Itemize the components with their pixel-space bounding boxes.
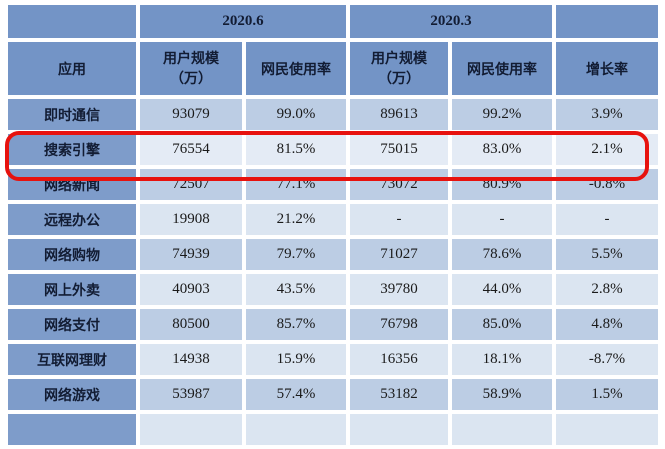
cell-user-scale-2020-6: 72507: [140, 169, 242, 200]
user-scale-label-line1: 用户规模: [163, 49, 219, 66]
cell-usage-rate-2020-3: 18.1%: [452, 344, 552, 375]
header-period-row: 2020.6 2020.3: [8, 5, 658, 38]
table-row: 网络支付 80500 85.7% 76798 85.0% 4.8%: [8, 309, 658, 340]
cell-user-scale-2020-3: 53182: [350, 379, 448, 410]
cell-growth-rate: 2.1%: [556, 134, 658, 165]
cell-usage-rate-2020-3: 99.2%: [452, 99, 552, 130]
cell-user-scale-2020-3: 71027: [350, 239, 448, 270]
cell-usage-rate-2020-3: 78.6%: [452, 239, 552, 270]
cell-usage-rate-2020-6: 79.7%: [246, 239, 346, 270]
row-label: 即时通信: [8, 99, 136, 130]
cell-user-scale-2020-6: [140, 414, 242, 445]
cell-user-scale-2020-6: 14938: [140, 344, 242, 375]
cell-growth-rate: 1.5%: [556, 379, 658, 410]
cell-usage-rate-2020-6: 99.0%: [246, 99, 346, 130]
cell-user-scale-2020-6: 80500: [140, 309, 242, 340]
header-columns-row: 应用 用户规模 （万） 网民使用率 用户规模 （万） 网民使用率 增长率: [8, 42, 658, 95]
cell-user-scale-2020-3: 75015: [350, 134, 448, 165]
row-label: 搜索引擎: [8, 134, 136, 165]
cell-growth-rate: -: [556, 204, 658, 235]
cell-user-scale-2020-3: -: [350, 204, 448, 235]
row-label: 网络游戏: [8, 379, 136, 410]
column-header-user-scale-1: 用户规模 （万）: [140, 42, 242, 95]
cell-usage-rate-2020-6: 21.2%: [246, 204, 346, 235]
user-scale-label-line1: 用户规模: [371, 49, 427, 66]
cell-user-scale-2020-3: 76798: [350, 309, 448, 340]
cell-usage-rate-2020-6: 43.5%: [246, 274, 346, 305]
header-app-spacer-cell: [8, 5, 136, 38]
table-row: 网络购物 74939 79.7% 71027 78.6% 5.5%: [8, 239, 658, 270]
table-row-partial: [8, 414, 658, 445]
cell-usage-rate-2020-6: 81.5%: [246, 134, 346, 165]
table-row: 网络游戏 53987 57.4% 53182 58.9% 1.5%: [8, 379, 658, 410]
cell-user-scale-2020-3: 73072: [350, 169, 448, 200]
row-label: 网络支付: [8, 309, 136, 340]
user-scale-label-line2: （万）: [378, 69, 420, 86]
table-header: 2020.6 2020.3 应用 用户规模 （万） 网民使用率 用户规模 （万）…: [8, 5, 658, 95]
cell-usage-rate-2020-6: 57.4%: [246, 379, 346, 410]
cell-usage-rate-2020-3: 85.0%: [452, 309, 552, 340]
cell-user-scale-2020-6: 93079: [140, 99, 242, 130]
cell-growth-rate: 4.8%: [556, 309, 658, 340]
cell-usage-rate-2020-3: 80.9%: [452, 169, 552, 200]
cell-usage-rate-2020-6: 85.7%: [246, 309, 346, 340]
table-row: 远程办公 19908 21.2% - - -: [8, 204, 658, 235]
cell-growth-rate: 3.9%: [556, 99, 658, 130]
user-scale-label-line2: （万）: [170, 69, 212, 86]
cell-user-scale-2020-6: 53987: [140, 379, 242, 410]
cell-usage-rate-2020-3: 44.0%: [452, 274, 552, 305]
cell-user-scale-2020-3: 89613: [350, 99, 448, 130]
row-label: 网上外卖: [8, 274, 136, 305]
row-label: 远程办公: [8, 204, 136, 235]
row-label: [8, 414, 136, 445]
table-row: 网上外卖 40903 43.5% 39780 44.0% 2.8%: [8, 274, 658, 305]
cell-usage-rate-2020-3: 58.9%: [452, 379, 552, 410]
cell-usage-rate-2020-3: [452, 414, 552, 445]
cell-growth-rate: [556, 414, 658, 445]
table-row: 网络新闻 72507 77.1% 73072 80.9% -0.8%: [8, 169, 658, 200]
table-row: 即时通信 93079 99.0% 89613 99.2% 3.9%: [8, 99, 658, 130]
table-body: 即时通信 93079 99.0% 89613 99.2% 3.9% 搜索引擎 7…: [8, 99, 658, 445]
cell-usage-rate-2020-3: 83.0%: [452, 134, 552, 165]
cell-growth-rate: -0.8%: [556, 169, 658, 200]
row-label: 网络购物: [8, 239, 136, 270]
table-row-highlighted: 搜索引擎 76554 81.5% 75015 83.0% 2.1%: [8, 134, 658, 165]
cell-growth-rate: -8.7%: [556, 344, 658, 375]
cell-user-scale-2020-6: 76554: [140, 134, 242, 165]
cell-user-scale-2020-3: [350, 414, 448, 445]
column-header-usage-rate-1: 网民使用率: [246, 42, 346, 95]
cell-user-scale-2020-6: 40903: [140, 274, 242, 305]
cell-growth-rate: 2.8%: [556, 274, 658, 305]
cell-usage-rate-2020-6: 77.1%: [246, 169, 346, 200]
header-growth-spacer-cell: [556, 5, 658, 38]
column-header-usage-rate-2: 网民使用率: [452, 42, 552, 95]
cell-user-scale-2020-3: 39780: [350, 274, 448, 305]
cell-usage-rate-2020-6: 15.9%: [246, 344, 346, 375]
cell-user-scale-2020-3: 16356: [350, 344, 448, 375]
column-header-user-scale-2: 用户规模 （万）: [350, 42, 448, 95]
cell-growth-rate: 5.5%: [556, 239, 658, 270]
row-label: 互联网理财: [8, 344, 136, 375]
column-header-growth: 增长率: [556, 42, 658, 95]
header-period-2020-6: 2020.6: [140, 5, 346, 38]
cell-user-scale-2020-6: 74939: [140, 239, 242, 270]
app-usage-statistics-table: 2020.6 2020.3 应用 用户规模 （万） 网民使用率 用户规模 （万）…: [4, 1, 662, 449]
table-row: 互联网理财 14938 15.9% 16356 18.1% -8.7%: [8, 344, 658, 375]
cell-usage-rate-2020-3: -: [452, 204, 552, 235]
row-label: 网络新闻: [8, 169, 136, 200]
header-period-2020-3: 2020.3: [350, 5, 552, 38]
column-header-app: 应用: [8, 42, 136, 95]
cell-usage-rate-2020-6: [246, 414, 346, 445]
cell-user-scale-2020-6: 19908: [140, 204, 242, 235]
